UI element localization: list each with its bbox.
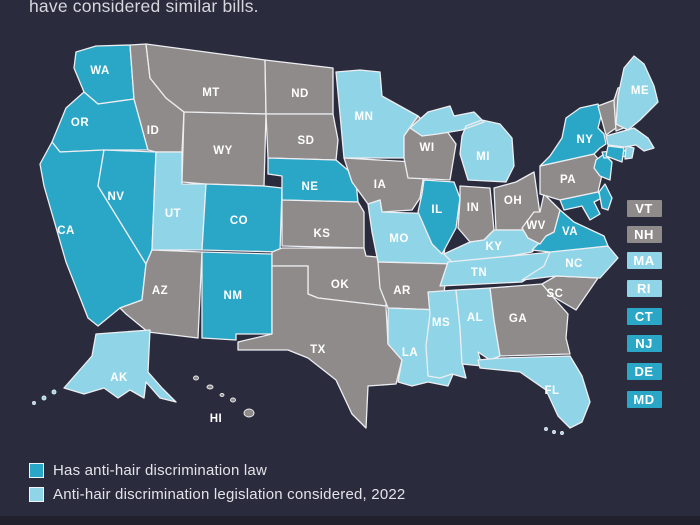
state-co [201, 183, 283, 253]
state-wv [521, 193, 561, 245]
footer-bar [0, 516, 700, 525]
legend-row-considered: Anti-hair discrimination legislation con… [29, 486, 405, 503]
legend-swatch-considered [29, 487, 44, 502]
state-sc [541, 275, 599, 311]
state-ma [605, 127, 655, 152]
state-fl [477, 355, 591, 429]
side-box-nh: NH [627, 226, 662, 243]
state-hi [206, 384, 214, 390]
fl-keys-island [552, 430, 556, 434]
legend-row-law: Has anti-hair discrimination law [29, 462, 405, 479]
intro-text: have considered similar bills. [29, 0, 259, 16]
side-box-ri: RI [627, 280, 662, 297]
state-hi [219, 393, 225, 397]
state-vt [597, 99, 617, 136]
ak-aleutian-island [41, 395, 47, 401]
legend-label-law: Has anti-hair discrimination law [53, 462, 267, 479]
side-box-md: MD [627, 391, 662, 408]
fl-keys-island [544, 427, 548, 431]
state-sd [265, 113, 339, 161]
state-ri [624, 145, 635, 160]
state-hi [230, 397, 236, 403]
state-de [598, 183, 613, 211]
state-label-hi: HI [210, 413, 223, 425]
state-in [457, 185, 495, 243]
legend-swatch-law [29, 463, 44, 478]
ak-aleutian-island [51, 389, 57, 395]
fl-keys-island [560, 431, 564, 435]
state-shapes [32, 43, 659, 435]
state-nd [264, 59, 334, 115]
state-az [119, 249, 203, 339]
state-ne [267, 157, 359, 203]
state-hi [243, 408, 255, 418]
legend-label-considered: Anti-hair discrimination legislation con… [53, 486, 406, 503]
ak-aleutian-island [32, 401, 36, 405]
state-il [417, 179, 461, 255]
state-wy [181, 111, 267, 187]
state-me [615, 55, 659, 131]
state-ak [63, 329, 177, 403]
side-box-ct: CT [627, 308, 662, 325]
state-hi [193, 375, 199, 381]
side-box-ma: MA [627, 252, 662, 269]
side-box-de: DE [627, 363, 662, 380]
state-mi [409, 105, 515, 183]
legend: Has anti-hair discrimination law Anti-ha… [29, 462, 405, 510]
state-ct [605, 145, 625, 163]
side-box-nj: NJ [627, 335, 662, 352]
state-nm [201, 251, 273, 341]
side-box-vt: VT [627, 200, 662, 217]
state-tx [237, 265, 403, 429]
state-nc [521, 245, 619, 281]
northeast-state-boxes: VT NH MA RI CT NJ [627, 200, 662, 408]
state-ks [281, 199, 365, 249]
